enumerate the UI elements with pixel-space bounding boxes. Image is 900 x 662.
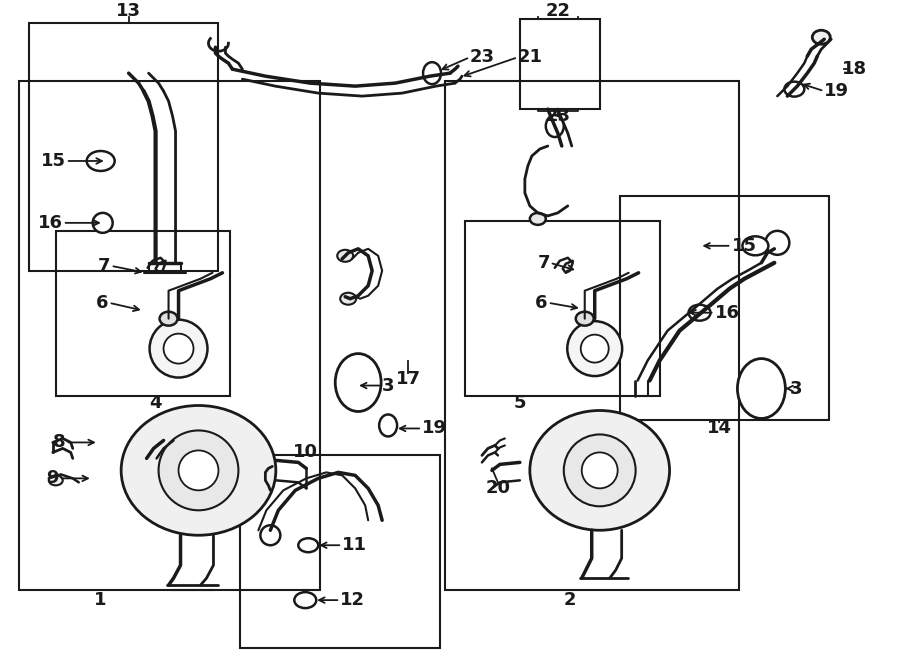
Text: 23: 23: [545, 107, 571, 125]
Ellipse shape: [737, 359, 786, 418]
Text: 6: 6: [536, 294, 548, 312]
Ellipse shape: [530, 213, 545, 225]
Text: 21: 21: [518, 48, 543, 66]
Ellipse shape: [340, 293, 356, 305]
Text: 22: 22: [545, 2, 571, 21]
Text: 1: 1: [94, 591, 107, 609]
Ellipse shape: [784, 81, 805, 97]
Ellipse shape: [49, 475, 63, 485]
Ellipse shape: [122, 406, 275, 536]
Ellipse shape: [545, 115, 563, 137]
Ellipse shape: [580, 335, 608, 363]
Ellipse shape: [379, 414, 397, 436]
Ellipse shape: [149, 320, 208, 377]
Circle shape: [93, 213, 112, 233]
Text: 19: 19: [422, 420, 447, 438]
Ellipse shape: [298, 538, 319, 552]
Ellipse shape: [530, 410, 670, 530]
Ellipse shape: [563, 434, 635, 506]
Text: 11: 11: [342, 536, 367, 554]
Text: 3: 3: [382, 377, 394, 395]
Bar: [19, 81, 320, 590]
Ellipse shape: [294, 592, 316, 608]
Ellipse shape: [178, 450, 219, 491]
Text: 16: 16: [38, 214, 63, 232]
Text: 17: 17: [396, 369, 420, 387]
Text: 6: 6: [96, 294, 109, 312]
Bar: [240, 455, 440, 648]
Circle shape: [765, 231, 789, 255]
Ellipse shape: [423, 62, 441, 84]
Ellipse shape: [581, 452, 617, 489]
Text: 12: 12: [340, 591, 365, 609]
Ellipse shape: [567, 321, 622, 376]
Text: 20: 20: [485, 479, 510, 497]
Bar: [56, 231, 230, 395]
Ellipse shape: [86, 151, 114, 171]
Ellipse shape: [164, 334, 194, 363]
Text: 3: 3: [789, 379, 802, 398]
Ellipse shape: [576, 312, 594, 326]
Text: 15: 15: [732, 237, 756, 255]
Text: 14: 14: [707, 420, 732, 438]
Ellipse shape: [158, 430, 238, 510]
Text: 9: 9: [46, 469, 58, 487]
Text: 23: 23: [470, 48, 495, 66]
Text: 13: 13: [116, 2, 141, 21]
Bar: [29, 23, 219, 271]
Text: 16: 16: [715, 304, 740, 322]
Text: 7: 7: [98, 257, 111, 275]
Text: 15: 15: [40, 152, 66, 170]
Circle shape: [260, 525, 280, 545]
Ellipse shape: [688, 305, 710, 320]
Bar: [465, 221, 660, 395]
Text: 4: 4: [149, 393, 162, 412]
Ellipse shape: [159, 312, 177, 326]
Bar: [520, 19, 599, 109]
Text: 5: 5: [514, 393, 526, 412]
Ellipse shape: [335, 354, 381, 412]
Ellipse shape: [813, 30, 831, 44]
Text: 8: 8: [53, 434, 66, 451]
Text: 19: 19: [824, 82, 850, 100]
Text: 2: 2: [563, 591, 576, 609]
Bar: [445, 81, 740, 590]
Ellipse shape: [338, 250, 353, 261]
Text: 10: 10: [292, 444, 318, 461]
Text: 7: 7: [537, 254, 550, 272]
Ellipse shape: [742, 236, 769, 256]
Text: 18: 18: [842, 60, 867, 78]
Bar: [620, 196, 829, 420]
